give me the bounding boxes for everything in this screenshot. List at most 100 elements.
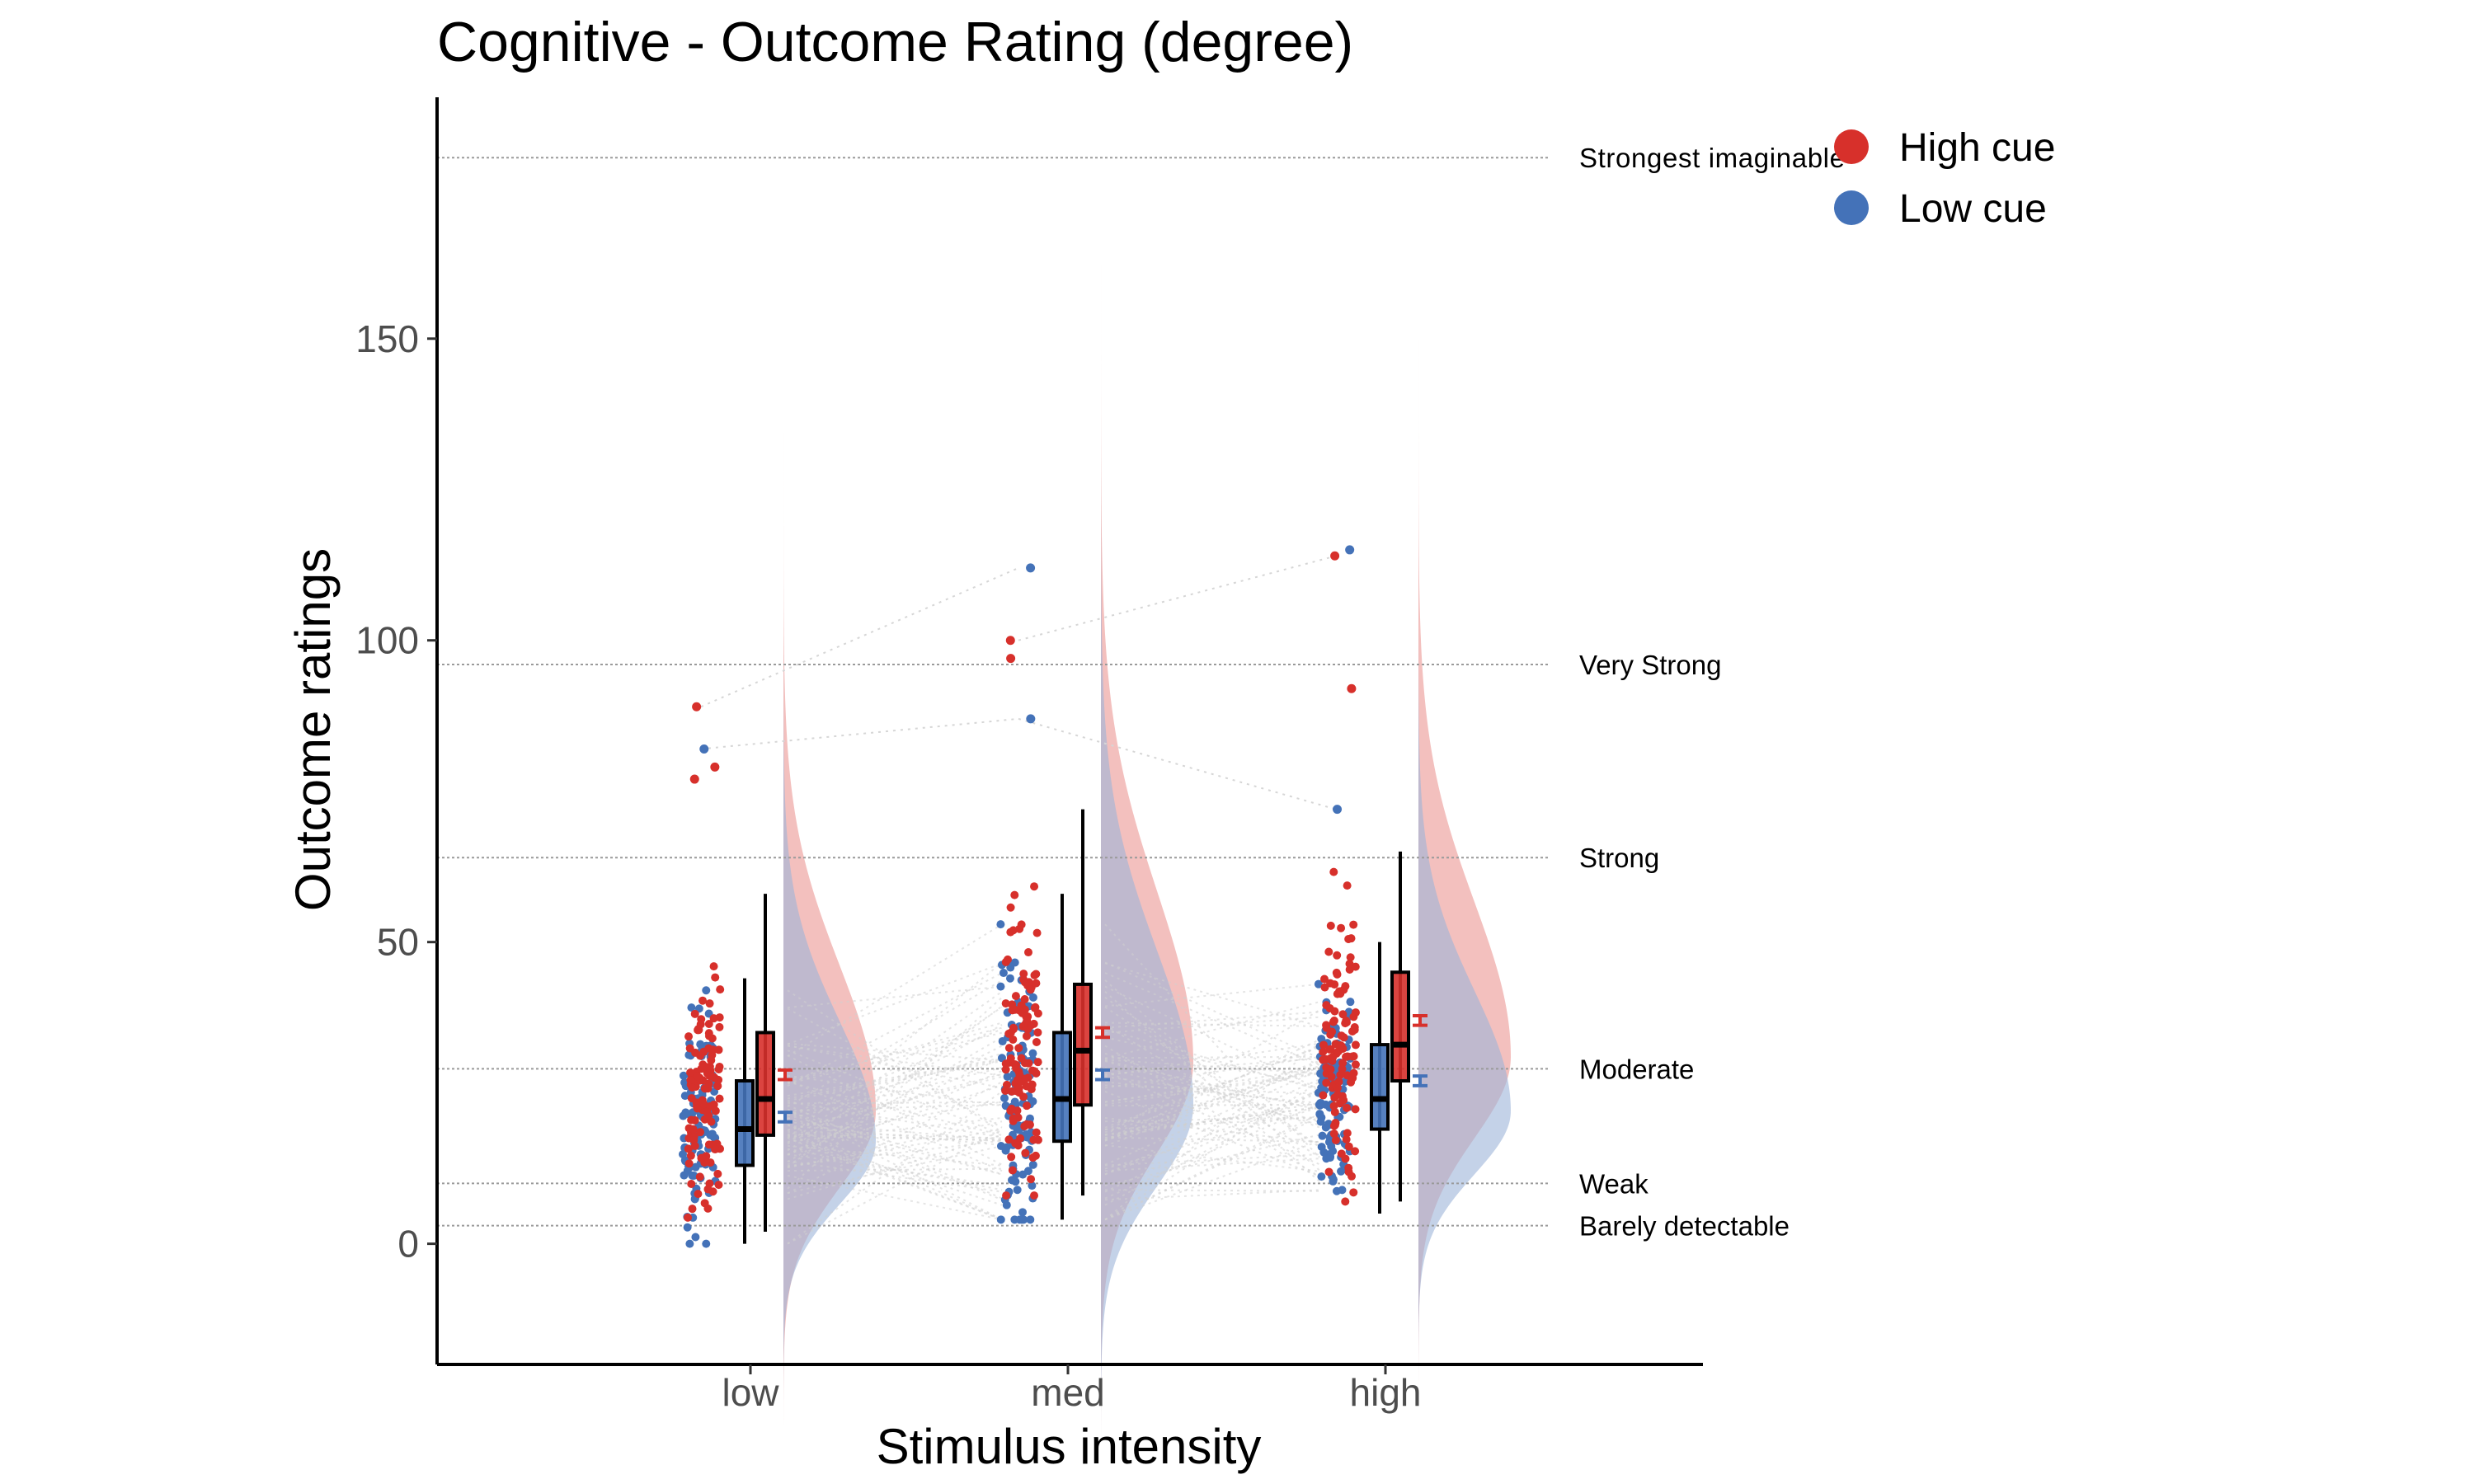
subject-line: [1104, 1073, 1320, 1106]
box-iqr: [755, 1031, 775, 1137]
subject-line: [787, 1134, 1003, 1206]
subject-line: [1104, 1060, 1320, 1123]
data-point: [713, 1082, 722, 1091]
subject-line: [787, 1121, 1003, 1141]
data-point: [1351, 1105, 1360, 1114]
subject-line: [787, 1005, 1003, 1168]
data-point: [1319, 1040, 1328, 1050]
outlier-point: [1005, 636, 1015, 646]
data-point: [1004, 1135, 1014, 1144]
outlier-point: [1347, 683, 1357, 693]
data-point: [713, 1169, 722, 1178]
data-point: [1004, 1044, 1014, 1053]
subject-line: [1104, 1189, 1320, 1201]
subject-line: [787, 923, 1003, 1057]
outlier-point: [692, 702, 702, 711]
outlier-point: [1026, 714, 1036, 724]
data-point: [684, 1213, 693, 1222]
data-point: [1028, 1160, 1037, 1169]
data-point: [1021, 1148, 1030, 1158]
data-point: [708, 1034, 717, 1043]
jittered-points: [679, 545, 1360, 1248]
data-point: [1341, 1154, 1350, 1163]
data-point: [1006, 1106, 1015, 1115]
data-point: [1329, 1129, 1338, 1139]
subject-line: [1104, 1046, 1320, 1129]
data-point: [711, 1106, 720, 1115]
data-point: [704, 1020, 713, 1029]
data-point: [1346, 998, 1355, 1007]
data-point: [1333, 970, 1342, 979]
subject-line: [787, 1144, 1003, 1167]
subject-line: [787, 1050, 1003, 1135]
data-point: [1005, 974, 1014, 983]
subject-line: [787, 1101, 1003, 1105]
subject-line: [787, 979, 1003, 1108]
data-point: [1346, 953, 1355, 962]
data-point: [1314, 979, 1323, 989]
subject-line: [787, 1021, 1003, 1084]
data-point: [1028, 1181, 1037, 1190]
data-point: [1334, 1078, 1343, 1087]
data-point: [1030, 970, 1039, 979]
data-point: [696, 1051, 705, 1060]
data-point: [1319, 1055, 1328, 1064]
data-point: [1023, 948, 1032, 957]
data-point: [1325, 1045, 1334, 1054]
subject-line: [1018, 555, 1337, 641]
data-point: [1001, 1065, 1010, 1074]
subject-line: [1104, 1055, 1320, 1089]
data-point: [1324, 1167, 1333, 1176]
legend-label: High cue: [1899, 126, 2055, 170]
box-iqr: [1073, 982, 1093, 1107]
subject-line: [787, 1111, 1003, 1201]
data-point: [1013, 1106, 1022, 1115]
data-point: [1023, 1016, 1032, 1025]
subject-line: [787, 1129, 1003, 1245]
data-point: [702, 986, 711, 995]
data-point: [683, 1223, 692, 1232]
data-point: [1319, 1047, 1328, 1056]
data-point: [704, 1140, 713, 1149]
data-point: [1020, 995, 1029, 1004]
chart-title: Cognitive - Outcome Rating (degree): [437, 11, 1353, 73]
data-point: [1021, 1074, 1030, 1083]
subject-line: [1104, 1103, 1320, 1107]
data-point: [684, 1032, 694, 1041]
subject-line: [1104, 1045, 1320, 1177]
subject-line: [1104, 979, 1320, 1172]
data-point: [1319, 974, 1329, 984]
data-point: [688, 1171, 697, 1180]
data-point: [1342, 1135, 1351, 1144]
outlier-point: [1333, 805, 1343, 815]
data-point: [1349, 920, 1358, 929]
subject-line: [1104, 1045, 1320, 1131]
data-point: [1012, 1064, 1021, 1073]
data-point: [1338, 1059, 1348, 1068]
box-iqr: [1370, 1043, 1390, 1131]
data-point: [1322, 1078, 1331, 1087]
data-point: [1009, 1035, 1018, 1044]
subject-line: [1104, 1067, 1320, 1126]
data-point: [1011, 992, 1020, 1001]
data-point: [1336, 989, 1345, 998]
data-point: [1006, 1054, 1015, 1063]
subject-line: [787, 1045, 1003, 1077]
data-point: [1009, 1023, 1018, 1032]
data-point: [1341, 1197, 1350, 1206]
data-point: [711, 973, 720, 982]
data-point: [1343, 1129, 1352, 1138]
data-point: [1001, 999, 1010, 1008]
data-point: [714, 1181, 723, 1190]
subject-line: [1104, 1009, 1320, 1136]
data-point: [684, 1144, 693, 1153]
data-point: [1033, 1028, 1042, 1037]
subject-line: [787, 1125, 1003, 1146]
data-point: [691, 1233, 700, 1242]
subject-line: [787, 1133, 1003, 1142]
data-point: [706, 1158, 715, 1167]
data-point: [1028, 993, 1037, 1002]
data-point: [1030, 882, 1039, 891]
subject-line: [1018, 717, 1337, 810]
data-point: [1351, 1040, 1360, 1050]
